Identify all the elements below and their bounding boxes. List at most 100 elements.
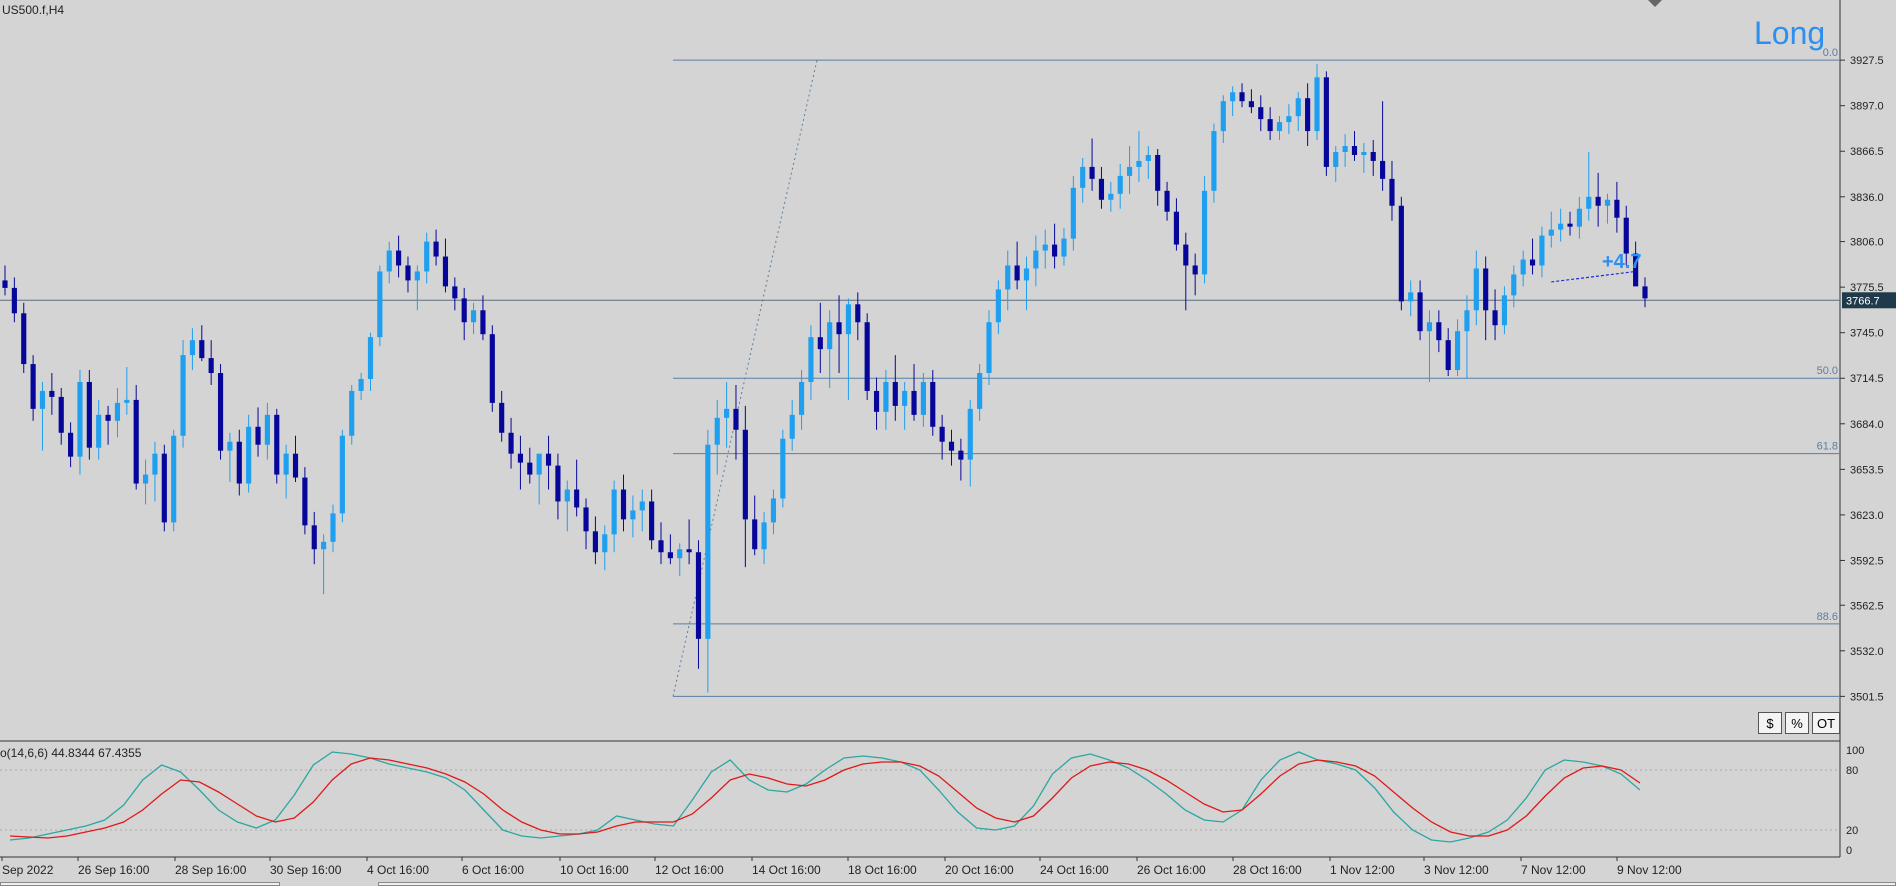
stoch-tick-label: 100 xyxy=(1846,745,1864,757)
candle-body xyxy=(592,531,598,553)
candle-body xyxy=(536,453,542,475)
candle-body xyxy=(1633,253,1639,287)
candle-body xyxy=(1380,160,1386,179)
candle-body xyxy=(1586,196,1592,209)
candle-body xyxy=(780,438,786,499)
candle-body xyxy=(808,337,814,382)
candle-body xyxy=(1614,199,1620,218)
candle-body xyxy=(124,399,130,403)
candle-body xyxy=(264,414,270,445)
candle-body xyxy=(377,271,383,338)
candle-body xyxy=(1595,196,1601,206)
candle-body xyxy=(658,540,664,553)
candle-body xyxy=(1248,101,1254,108)
candle-body xyxy=(958,450,964,460)
candle-body xyxy=(1108,193,1114,200)
candle-body xyxy=(217,373,224,451)
candle-body xyxy=(1492,310,1498,326)
candle-body xyxy=(461,298,467,323)
candle-body xyxy=(21,313,27,365)
stoch-tick-label: 80 xyxy=(1846,765,1858,777)
candle-body xyxy=(798,381,805,415)
fib-level-label: 88.6 xyxy=(1817,611,1838,623)
candle-body xyxy=(1155,154,1161,191)
candle-body xyxy=(1136,160,1142,167)
candle-body xyxy=(1408,292,1414,302)
x-tick-label: 9 Nov 12:00 xyxy=(1617,863,1682,877)
candle-body xyxy=(274,414,280,475)
candle-body xyxy=(1239,92,1245,102)
x-tick-label: 7 Nov 12:00 xyxy=(1521,863,1586,877)
candle-body xyxy=(714,417,720,445)
dollar-button[interactable]: $ xyxy=(1758,712,1782,734)
candle-body xyxy=(873,390,880,412)
candle-body xyxy=(948,441,955,451)
candle-body xyxy=(1295,98,1301,117)
candle-body xyxy=(1286,116,1292,123)
candle-body xyxy=(227,441,233,451)
y-tick-label: 3501.5 xyxy=(1850,691,1884,703)
candle-body xyxy=(1529,259,1536,266)
candle-body xyxy=(695,552,702,639)
x-tick-label: 12 Oct 16:00 xyxy=(655,863,724,877)
candle-body xyxy=(967,408,973,460)
candle-body xyxy=(677,549,683,559)
candle-body xyxy=(1567,223,1573,227)
stoch-tick-label: 0 xyxy=(1846,845,1852,857)
candle-body xyxy=(1323,77,1329,167)
chart-tab-1[interactable] xyxy=(0,882,280,886)
candle-body xyxy=(1342,146,1348,152)
candle-body xyxy=(1426,322,1433,332)
ot-button[interactable]: OT xyxy=(1812,712,1840,734)
candle-body xyxy=(686,549,692,553)
candle-body xyxy=(1220,101,1226,132)
candle-body xyxy=(1005,265,1011,290)
percent-button[interactable]: % xyxy=(1785,712,1809,734)
chart-tab-2[interactable] xyxy=(378,882,1896,886)
candle-body xyxy=(855,304,861,323)
candle-body xyxy=(1230,92,1236,102)
candle-body xyxy=(77,381,83,457)
y-tick-label: 3714.5 xyxy=(1850,373,1884,385)
y-tick-label: 3745.0 xyxy=(1850,328,1884,340)
y-tick-label: 3623.0 xyxy=(1850,510,1884,522)
stoch-main-line xyxy=(9,751,1641,843)
candle-body xyxy=(452,286,458,299)
candle-body xyxy=(1192,265,1198,275)
y-tick-label: 3592.5 xyxy=(1850,555,1884,567)
candle-body xyxy=(1033,250,1039,269)
fib-level-label: 50.0 xyxy=(1817,365,1838,377)
candle-body xyxy=(620,489,627,520)
chart-title: US500.f,H4 xyxy=(2,3,64,17)
candle-body xyxy=(255,426,261,445)
candle-body xyxy=(180,355,186,436)
candle-body xyxy=(761,522,767,550)
candle-body xyxy=(152,453,158,475)
candle-body xyxy=(58,396,64,433)
x-tick-label: Sep 2022 xyxy=(2,863,54,877)
x-tick-label: 14 Oct 16:00 xyxy=(752,863,821,877)
candle-body xyxy=(1501,295,1508,326)
candle-body xyxy=(1361,151,1367,155)
candle-body xyxy=(789,414,795,439)
candle-body xyxy=(1333,151,1339,167)
candle-body xyxy=(1098,178,1105,200)
candle-body xyxy=(161,453,167,523)
candle-body xyxy=(246,426,252,484)
candle-body xyxy=(1370,151,1376,161)
candle-body xyxy=(1183,244,1189,266)
candle-body xyxy=(105,414,111,421)
y-tick-label: 3775.5 xyxy=(1850,282,1884,294)
x-tick-label: 24 Oct 16:00 xyxy=(1040,863,1109,877)
candle-body xyxy=(527,462,533,475)
candle-body xyxy=(470,310,477,323)
y-tick-label: 3836.0 xyxy=(1850,192,1884,204)
candle-body xyxy=(96,414,102,448)
candle-body xyxy=(1483,268,1489,311)
x-tick-label: 30 Sep 16:00 xyxy=(270,863,342,877)
candle-body xyxy=(114,402,121,421)
fib-level-label: 61.8 xyxy=(1817,441,1838,453)
candle-body xyxy=(902,390,908,406)
